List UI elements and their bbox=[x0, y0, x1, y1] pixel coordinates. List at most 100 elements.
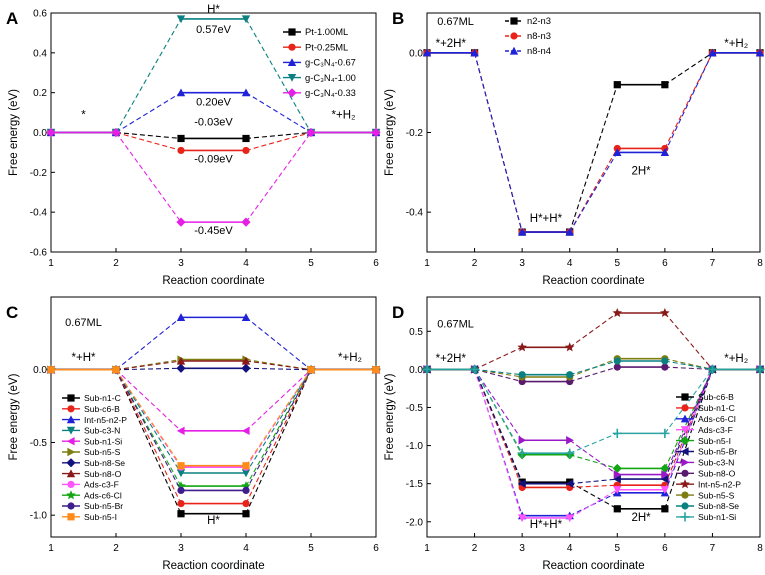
y-tick-label: -0.4 bbox=[406, 208, 424, 219]
data-point bbox=[565, 448, 575, 458]
annotation: H* bbox=[207, 515, 220, 527]
data-point bbox=[176, 426, 185, 436]
annotation: 0.20eV bbox=[196, 97, 232, 109]
series-sub-n5-s bbox=[47, 355, 381, 374]
x-tick-label: 8 bbox=[757, 258, 763, 269]
x-tick-label: 7 bbox=[710, 543, 716, 554]
data-point bbox=[613, 505, 621, 513]
data-point bbox=[241, 356, 251, 365]
x-tick-label: 4 bbox=[567, 543, 573, 554]
x-axis-label: Reaction coordinate bbox=[162, 560, 264, 572]
transition-line bbox=[245, 369, 312, 514]
data-point bbox=[660, 148, 670, 157]
data-point bbox=[707, 364, 718, 374]
data-point bbox=[241, 469, 251, 478]
transition-line bbox=[115, 18, 182, 133]
y-tick-label: -0.6 bbox=[30, 248, 48, 259]
data-point bbox=[613, 486, 622, 494]
data-point bbox=[242, 510, 250, 518]
annotation: *+H* bbox=[72, 352, 96, 364]
annotation: *+2H* bbox=[436, 38, 467, 50]
legend-label: Sub-c6-B bbox=[84, 404, 120, 414]
data-point bbox=[307, 366, 315, 374]
x-tick-label: 2 bbox=[113, 543, 119, 554]
transition-line bbox=[474, 346, 523, 370]
data-point bbox=[517, 227, 527, 236]
x-tick-label: 5 bbox=[308, 258, 314, 269]
transition-line bbox=[569, 478, 618, 485]
x-tick-label: 1 bbox=[48, 543, 54, 554]
y-tick-label: 0.0 bbox=[33, 365, 47, 376]
data-point bbox=[46, 127, 56, 138]
y-tick-label: 0.0 bbox=[33, 128, 47, 139]
data-point bbox=[660, 463, 670, 474]
series-n8-n4 bbox=[422, 48, 765, 236]
data-point bbox=[661, 81, 669, 89]
legend: Sub-c6-BSub-n1-CAds-c6-ClAds-c3-FSub-n5-… bbox=[676, 392, 741, 522]
legend-marker bbox=[66, 437, 75, 446]
transition-line bbox=[569, 148, 618, 233]
legend-label: Sub-c6-B bbox=[698, 392, 734, 402]
transition-line bbox=[115, 369, 182, 514]
transition-line bbox=[245, 359, 312, 371]
data-point bbox=[177, 486, 185, 495]
transition-line bbox=[474, 369, 523, 441]
legend-marker bbox=[681, 469, 689, 477]
data-point bbox=[566, 436, 574, 445]
legend-marker bbox=[681, 502, 689, 510]
legend-label: Sub-n8-Se bbox=[84, 458, 125, 468]
data-point bbox=[176, 363, 186, 373]
data-point bbox=[565, 514, 574, 523]
data-point bbox=[755, 48, 765, 57]
legend-label: Sub-n5-Br bbox=[84, 501, 123, 511]
legend-marker bbox=[67, 513, 75, 521]
data-point bbox=[660, 474, 669, 484]
y-tick-label: -0.4 bbox=[30, 208, 48, 219]
data-point bbox=[469, 364, 480, 374]
data-point bbox=[177, 146, 185, 155]
transition-line bbox=[474, 369, 523, 484]
transition-line bbox=[115, 369, 182, 432]
legend-marker bbox=[287, 58, 297, 66]
transition-line bbox=[569, 481, 618, 510]
transition-line bbox=[569, 432, 618, 454]
x-tick-label: 6 bbox=[662, 543, 668, 554]
legend: n2-n3 n8-n3 n8-n4 bbox=[505, 15, 551, 56]
transition-line bbox=[664, 369, 713, 494]
data-point bbox=[613, 474, 621, 484]
x-tick-label: 3 bbox=[178, 258, 184, 269]
data-point bbox=[241, 15, 251, 24]
data-point bbox=[470, 48, 479, 57]
data-point bbox=[111, 127, 121, 138]
data-point bbox=[518, 436, 527, 445]
y-tick-label: -2.0 bbox=[406, 517, 424, 528]
legend-label: n8-n3 bbox=[527, 30, 551, 41]
data-point bbox=[112, 366, 120, 374]
data-point bbox=[660, 486, 670, 494]
x-tick-label: 3 bbox=[178, 543, 184, 554]
legend-marker bbox=[66, 426, 76, 435]
y-tick-label: 0.2 bbox=[33, 88, 47, 99]
transition-line bbox=[664, 369, 713, 509]
data-point bbox=[518, 371, 526, 379]
legend-marker bbox=[66, 458, 76, 468]
data-point bbox=[564, 342, 575, 352]
data-point bbox=[613, 148, 622, 157]
x-tick-label: 4 bbox=[243, 543, 249, 554]
series-n8-n3 bbox=[423, 49, 764, 236]
legend: Sub-n1-CSub-c6-BInt-n5-n2-PSub-c3-NSub-n… bbox=[62, 393, 127, 522]
transition-line bbox=[245, 131, 312, 140]
legend-label: Sub-n5-Br bbox=[698, 447, 737, 457]
transition-line bbox=[115, 369, 182, 504]
transition-line bbox=[245, 132, 312, 223]
y-tick-label: -0.2 bbox=[406, 128, 424, 139]
x-axis-label: Reaction coordinate bbox=[542, 560, 644, 572]
data-point bbox=[565, 479, 574, 488]
transition-line bbox=[569, 84, 618, 233]
transition-line bbox=[664, 369, 713, 434]
data-point bbox=[661, 505, 669, 513]
legend-label: Int-n5-n2-P bbox=[84, 415, 127, 425]
legend-marker bbox=[287, 88, 297, 98]
panel-letter: B bbox=[392, 9, 404, 28]
y-tick-label: -0.2 bbox=[30, 168, 48, 179]
